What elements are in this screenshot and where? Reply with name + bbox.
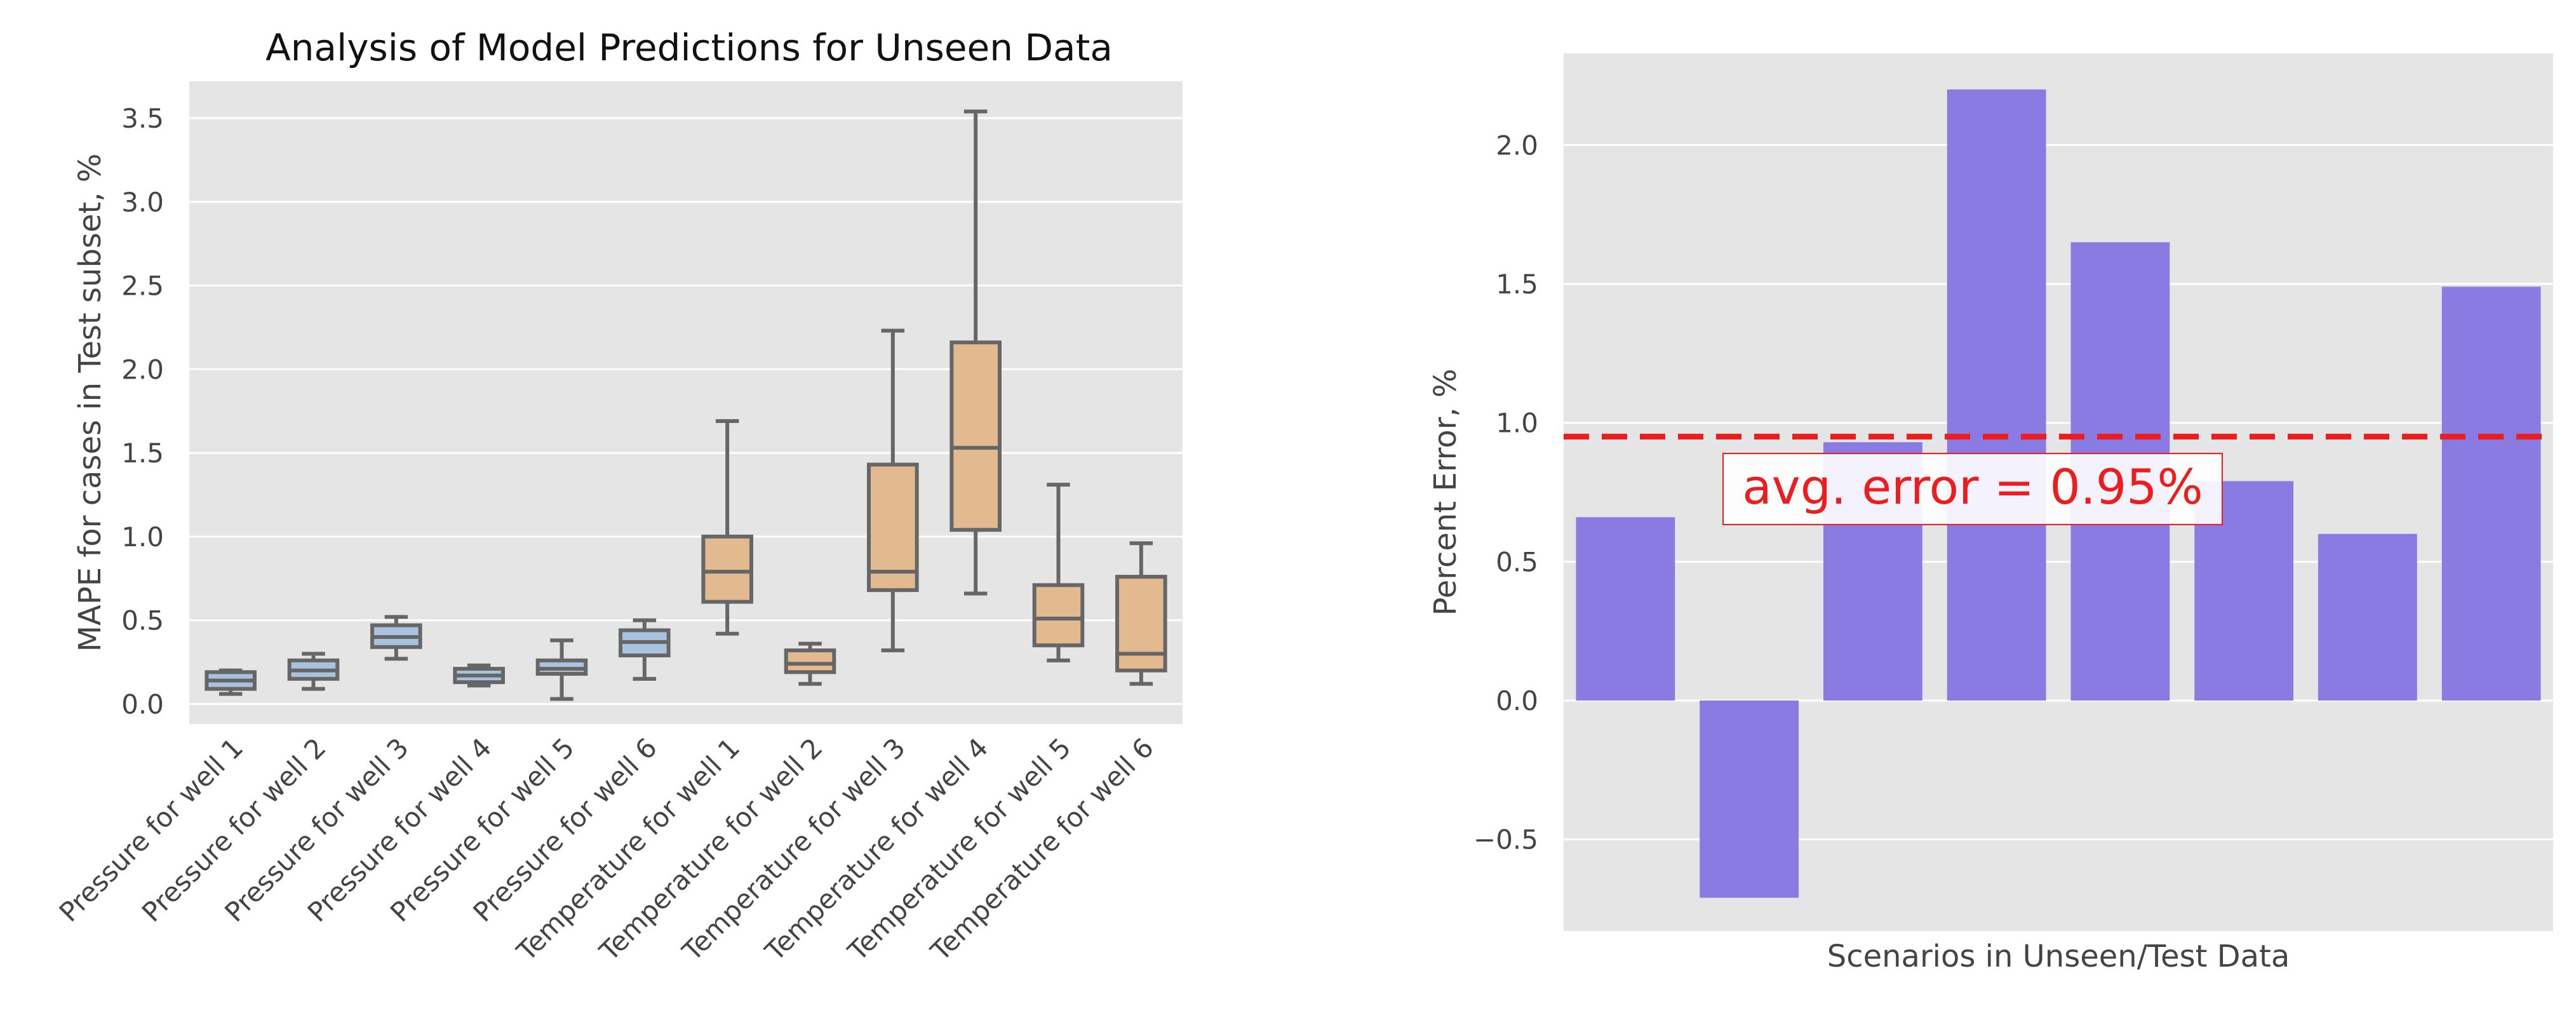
box-6 xyxy=(619,618,671,681)
bar-y-tick-labels: −0.5 0.0 0.5 1.0 1.5 2.0 xyxy=(1473,130,1538,855)
box-2 xyxy=(287,652,340,691)
bar-y-tick-label: 1.5 xyxy=(1496,269,1538,300)
bar-y-tick-label: 0.0 xyxy=(1496,685,1538,716)
box-y-tick-label: 1.0 xyxy=(121,521,164,553)
average-error-annotation: avg. error = 0.95% xyxy=(1742,459,2203,515)
box-y-tick-label: 2.0 xyxy=(121,354,164,385)
box-iqr xyxy=(784,648,836,674)
box-y-tick-label: 0.0 xyxy=(121,688,164,720)
box-iqr xyxy=(867,462,919,593)
box-12 xyxy=(1115,541,1167,686)
box-chart-title: Analysis of Model Predictions for Unseen… xyxy=(265,26,1113,69)
bar-4 xyxy=(1947,89,2046,701)
bar-y-tick-label: 0.5 xyxy=(1496,546,1538,577)
bar-chart-x-axis-label: Scenarios in Unseen/Test Data xyxy=(1827,939,2290,974)
bar-chart: −0.5 0.0 0.5 1.0 1.5 2.0 avg. error = 0.95% P… xyxy=(1428,53,2553,974)
box-iqr xyxy=(701,534,753,604)
box-y-tick-label: 2.5 xyxy=(121,271,164,302)
box-y-tick-labels: 0.0 0.5 1.0 1.5 2.0 2.5 3.0 3.5 xyxy=(121,103,164,720)
box-chart-y-axis-label: MAPE for cases in Test subset, % xyxy=(72,154,108,652)
box-9 xyxy=(867,328,919,653)
box-y-tick-label: 3.5 xyxy=(121,103,164,134)
box-8 xyxy=(784,641,836,686)
box-10 xyxy=(949,109,1002,596)
box-iqr xyxy=(949,340,1002,532)
bar-y-tick-label: −0.5 xyxy=(1473,824,1538,855)
bar-y-tick-label: 1.0 xyxy=(1496,408,1538,439)
box-11 xyxy=(1032,483,1085,662)
box-1 xyxy=(205,668,257,696)
bar-7 xyxy=(2318,533,2417,701)
box-4 xyxy=(453,663,505,688)
box-y-tick-label: 1.5 xyxy=(121,438,164,469)
bar-chart-y-axis-label: Percent Error, % xyxy=(1428,369,1463,616)
box-marks xyxy=(205,109,1167,701)
box-3 xyxy=(370,615,422,661)
box-iqr xyxy=(1032,583,1085,648)
bar-1 xyxy=(1576,517,1675,701)
box-iqr xyxy=(1115,575,1167,673)
box-y-tick-label: 3.0 xyxy=(121,187,164,218)
box-7 xyxy=(701,419,753,636)
box-plot-area xyxy=(189,81,1183,724)
box-plot-chart: Analysis of Model Predictions for Unseen… xyxy=(53,26,1183,967)
box-5 xyxy=(535,638,588,701)
box-y-tick-label: 0.5 xyxy=(121,605,164,636)
bar-8 xyxy=(2441,286,2541,701)
average-error-annotation-box xyxy=(1722,453,2223,525)
bar-y-tick-label: 2.0 xyxy=(1496,130,1538,161)
box-gridlines xyxy=(189,117,1183,705)
bar-2 xyxy=(1700,701,1799,898)
